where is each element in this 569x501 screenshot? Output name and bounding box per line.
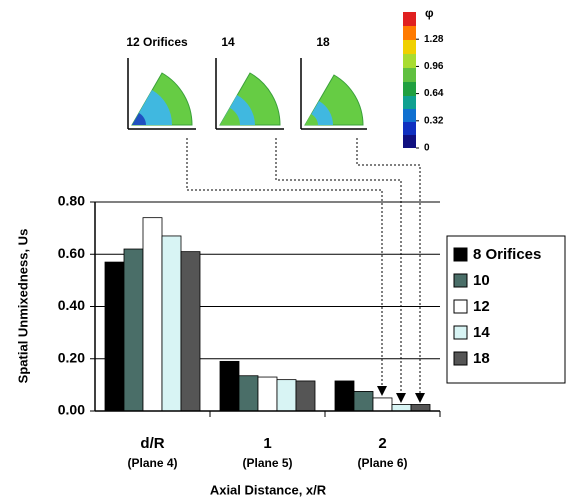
colorbar-tick-label: 0.64 (424, 88, 444, 99)
bar (391, 404, 412, 412)
bar (142, 217, 163, 412)
bar (410, 404, 431, 412)
bar (161, 235, 182, 412)
x-tick-sublabel: (Plane 4) (127, 456, 177, 470)
y-tick-label: 0.20 (58, 349, 85, 365)
colorbar-title: φ (425, 6, 434, 20)
inset-14 (215, 58, 284, 130)
inset-panels (127, 58, 367, 130)
bar (257, 376, 278, 412)
x-tick-sublabel: (Plane 5) (242, 456, 292, 470)
colorbar-tick-label: 1.28 (424, 34, 444, 45)
legend-swatch (453, 247, 468, 262)
inset-label: 14 (221, 35, 235, 49)
inset-12 (127, 58, 196, 130)
bar (219, 360, 240, 412)
legend-label: 14 (473, 324, 490, 341)
x-tick-sublabel: (Plane 6) (357, 456, 407, 470)
legend-label: 10 (473, 272, 490, 289)
legend-swatch (453, 325, 468, 340)
bar (334, 380, 355, 412)
y-tick-label: 0.60 (58, 245, 85, 261)
bar (180, 251, 201, 412)
colorbar (403, 12, 416, 148)
bar (353, 391, 374, 412)
inset-label: 18 (316, 35, 330, 49)
legend-label: 8 Orifices (473, 246, 541, 263)
bar (123, 248, 144, 412)
arrowheads (377, 386, 425, 403)
bar (295, 380, 316, 412)
y-tick-label: 0.00 (58, 402, 85, 418)
legend-swatch (453, 351, 468, 366)
x-tick-label: 1 (263, 435, 271, 452)
x-axis-title: Axial Distance, x/R (210, 482, 327, 497)
legend-swatch (453, 299, 468, 314)
colorbar-tick-label: 0.96 (424, 61, 444, 72)
bar (276, 379, 297, 412)
y-tick-label: 0.80 (58, 193, 85, 209)
x-tick-label: 2 (378, 435, 386, 452)
connectors (186, 138, 421, 394)
bar (104, 261, 125, 412)
bar (238, 375, 259, 412)
bar (372, 397, 393, 412)
colorbar-tick-label: 0 (424, 143, 430, 154)
inset-label: 12 Orifices (126, 35, 188, 49)
x-tick-label: d/R (140, 435, 164, 452)
y-axis-title: Spatial Unmixedness, Us (15, 229, 30, 384)
y-tick-label: 0.40 (58, 297, 85, 313)
colorbar-tick-label: 0.32 (424, 115, 444, 126)
inset-18 (300, 58, 367, 130)
legend-swatch (453, 273, 468, 288)
legend-label: 12 (473, 298, 490, 315)
legend-label: 18 (473, 350, 490, 367)
